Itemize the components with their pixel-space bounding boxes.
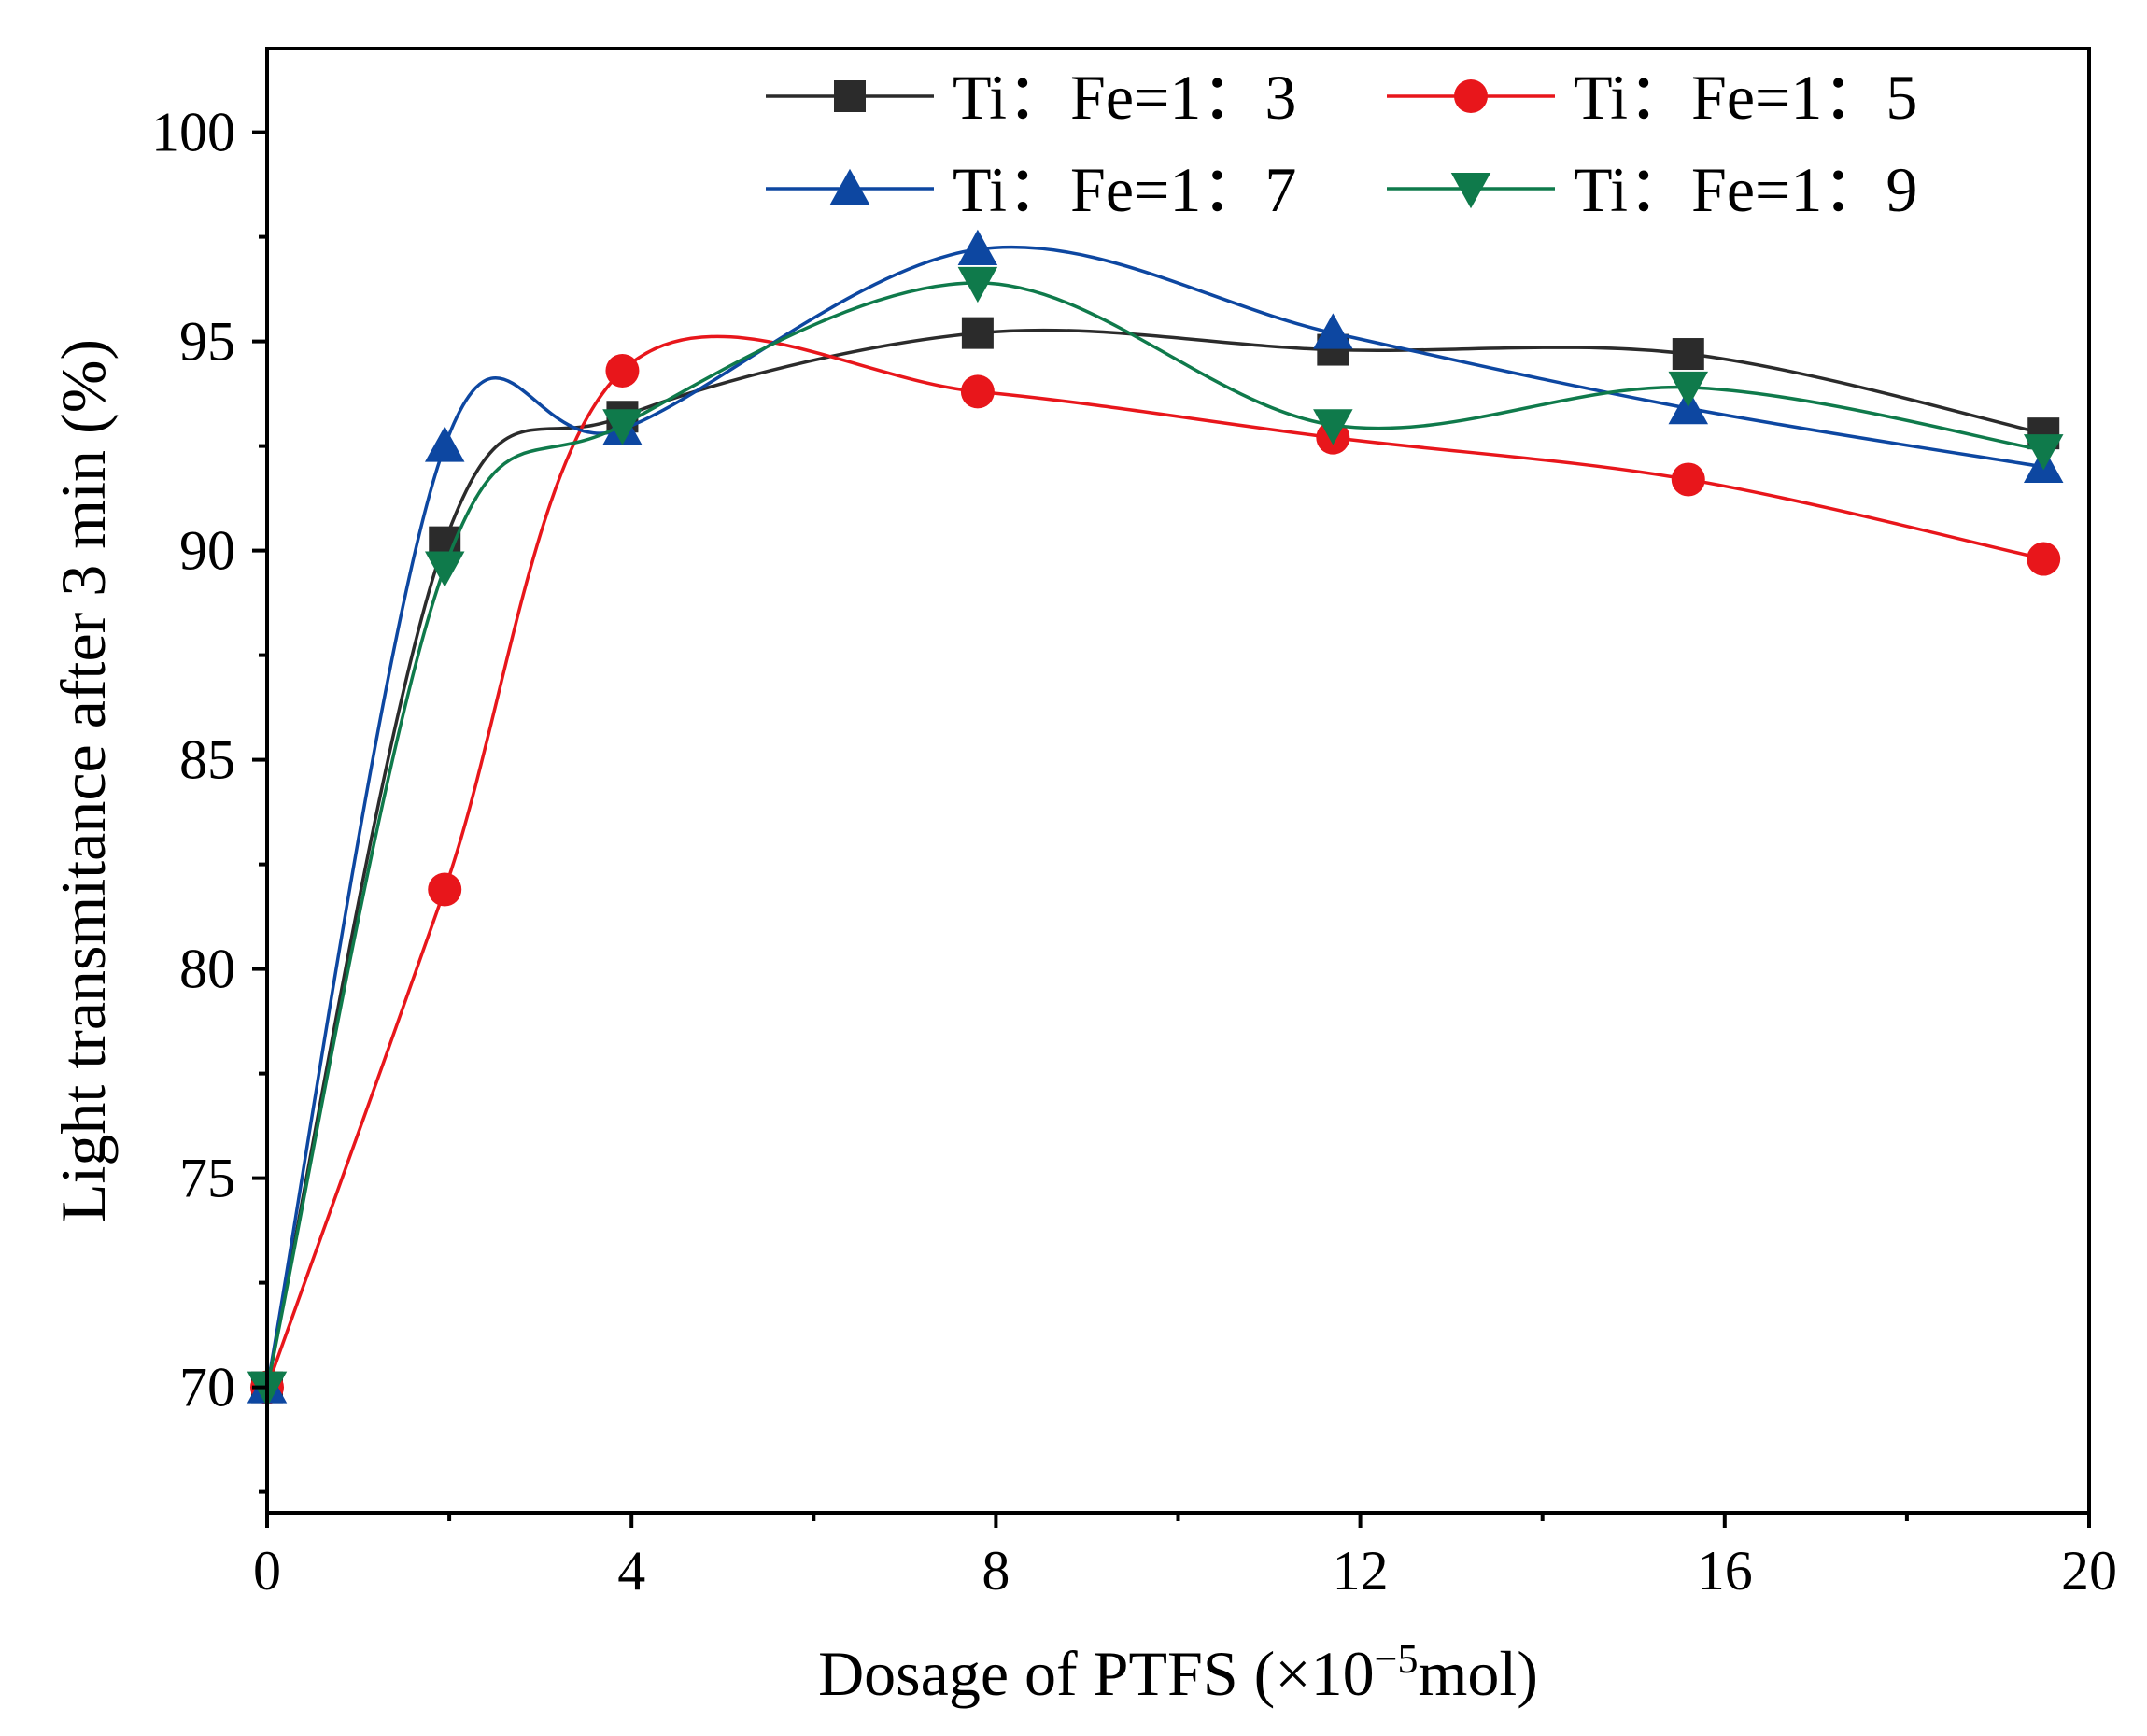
legend-marker — [1454, 79, 1488, 113]
y-axis-title: Light transmitance after 3 min (%) — [48, 339, 119, 1222]
legend-label: Ti：Fe=1：7 — [953, 154, 1296, 225]
data-point — [602, 409, 643, 445]
y-tick-label: 100 — [151, 102, 235, 163]
data-point — [957, 229, 998, 266]
data-point — [1672, 338, 1704, 371]
data-point — [957, 266, 998, 303]
data-point — [424, 551, 465, 587]
data-point — [1671, 462, 1705, 497]
x-tick-label: 8 — [982, 1540, 1010, 1602]
axis-layer: 0 4 8 12 16 20 70 75 80 85 90 95 100 — [151, 47, 2117, 1602]
y-tick-label: 95 — [179, 311, 235, 373]
y-tick-label: 75 — [179, 1148, 235, 1209]
legend-label: Ti：Fe=1：3 — [953, 62, 1296, 133]
series-line — [265, 281, 2044, 1388]
data-point — [961, 317, 994, 349]
x-tick-label: 0 — [253, 1540, 281, 1602]
x-axis-title-main: Dosage of PTFS (×10 — [818, 1638, 1375, 1709]
legend-item: Ti：Fe=1：5 — [1387, 62, 1917, 133]
x-axis-title: Dosage of PTFS (×10−5mol) — [818, 1636, 1538, 1710]
series-4 — [247, 266, 2064, 1407]
legend-marker — [829, 168, 870, 205]
legend-item: Ti：Fe=1：9 — [1387, 154, 1917, 225]
y-tick-label: 70 — [179, 1357, 235, 1418]
data-point — [1668, 371, 1709, 408]
data-point — [424, 426, 465, 462]
series-line — [265, 245, 2044, 1388]
legend-marker — [1450, 173, 1491, 209]
x-tick-label: 12 — [1333, 1540, 1389, 1602]
y-tick-label: 90 — [179, 520, 235, 582]
legend: Ti：Fe=1：3 Ti：Fe=1：5 Ti：Fe=1：7 Ti：Fe=1：9 — [766, 62, 1917, 225]
y-tick-label: 85 — [179, 729, 235, 791]
legend-item: Ti：Fe=1：3 — [766, 62, 1296, 133]
data-point — [428, 872, 462, 907]
legend-marker — [834, 80, 866, 112]
x-tick-label: 20 — [2061, 1540, 2117, 1602]
legend-label: Ti：Fe=1：9 — [1574, 154, 1917, 225]
data-point — [960, 374, 995, 409]
legend-item: Ti：Fe=1：7 — [766, 154, 1296, 225]
x-axis-title-tail: mol) — [1418, 1638, 1537, 1709]
data-point — [2023, 434, 2064, 471]
x-axis-title-superscript: −5 — [1375, 1636, 1419, 1682]
series-1 — [251, 317, 2060, 1404]
series-layer — [247, 229, 2064, 1407]
data-point — [1313, 313, 1353, 349]
data-point — [605, 353, 640, 388]
x-tick-label: 4 — [617, 1540, 645, 1602]
data-point — [2027, 542, 2061, 576]
legend-label: Ti：Fe=1：5 — [1574, 62, 1917, 133]
y-tick-label: 80 — [179, 939, 235, 1000]
x-tick-label: 16 — [1697, 1540, 1753, 1602]
data-point — [1313, 409, 1353, 445]
